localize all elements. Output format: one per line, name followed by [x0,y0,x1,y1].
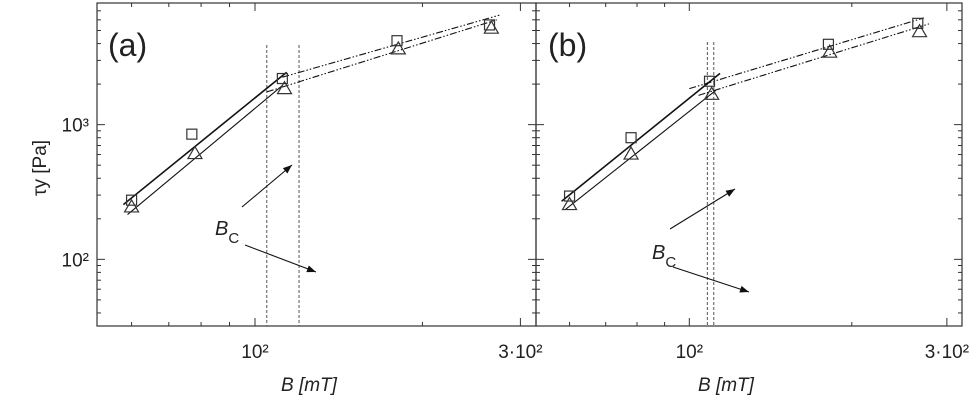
critical-field-arrow [669,188,736,230]
triangle-marker [276,80,293,95]
axis-labels: B [mT] B [mT] τy [Pa] [30,140,755,396]
triangle-marker [186,145,204,160]
fit-line [127,85,283,215]
triangle-marker [703,86,720,100]
arrow-head [282,165,292,174]
x-tick-label: 3·10² [498,342,542,363]
square-marker [186,128,198,140]
fit-line [122,71,288,206]
arrow-head [306,265,316,273]
critical-field-arrow [244,244,317,273]
fit-line [266,19,497,93]
square-marker [483,19,496,31]
critical-field-label: BC [652,242,676,271]
square-marker [391,35,403,47]
fit-line [565,89,717,210]
square-marker [703,75,716,87]
triangle-marker [123,198,140,213]
x-tick-label: 10² [676,342,703,363]
triangle-marker [623,145,640,160]
panel-label: (b) [548,27,587,63]
y-axis-label: τy [Pa] [30,140,51,196]
triangle-marker [390,40,407,55]
square-marker [276,72,288,85]
triangle-marker [821,44,838,58]
panel-label: (a) [108,27,147,63]
x-tick-label: 3·10² [925,342,969,363]
triangle-marker [911,23,928,38]
plot-frame [535,2,963,327]
fit-line [282,14,500,78]
panel-b: 10² 3·10² (b) BC [535,2,969,363]
fit-line [689,17,925,90]
square-marker [125,194,138,206]
fit-line [698,23,930,96]
arrow-head [725,189,735,197]
x-axis-label-b: B [mT] [698,375,755,396]
y-tick-label: 10² [62,250,89,271]
critical-field-arrow [241,164,293,208]
fit-line [561,72,721,202]
square-marker [822,38,835,50]
critical-field-arrow [672,266,750,293]
plot-frame [96,2,537,327]
square-marker [563,190,576,202]
panel-a: 10² 3·10² 10² 10³ (a) BC [62,2,543,363]
triangle-marker [561,196,578,211]
x-axis-label-a: B [mT] [281,375,338,396]
square-marker [625,132,637,144]
y-tick-label: 10³ [62,116,89,137]
x-tick-label: 10² [241,342,268,363]
triangle-marker [483,20,500,34]
arrow-head [739,285,749,293]
critical-field-label: BC [215,218,239,247]
